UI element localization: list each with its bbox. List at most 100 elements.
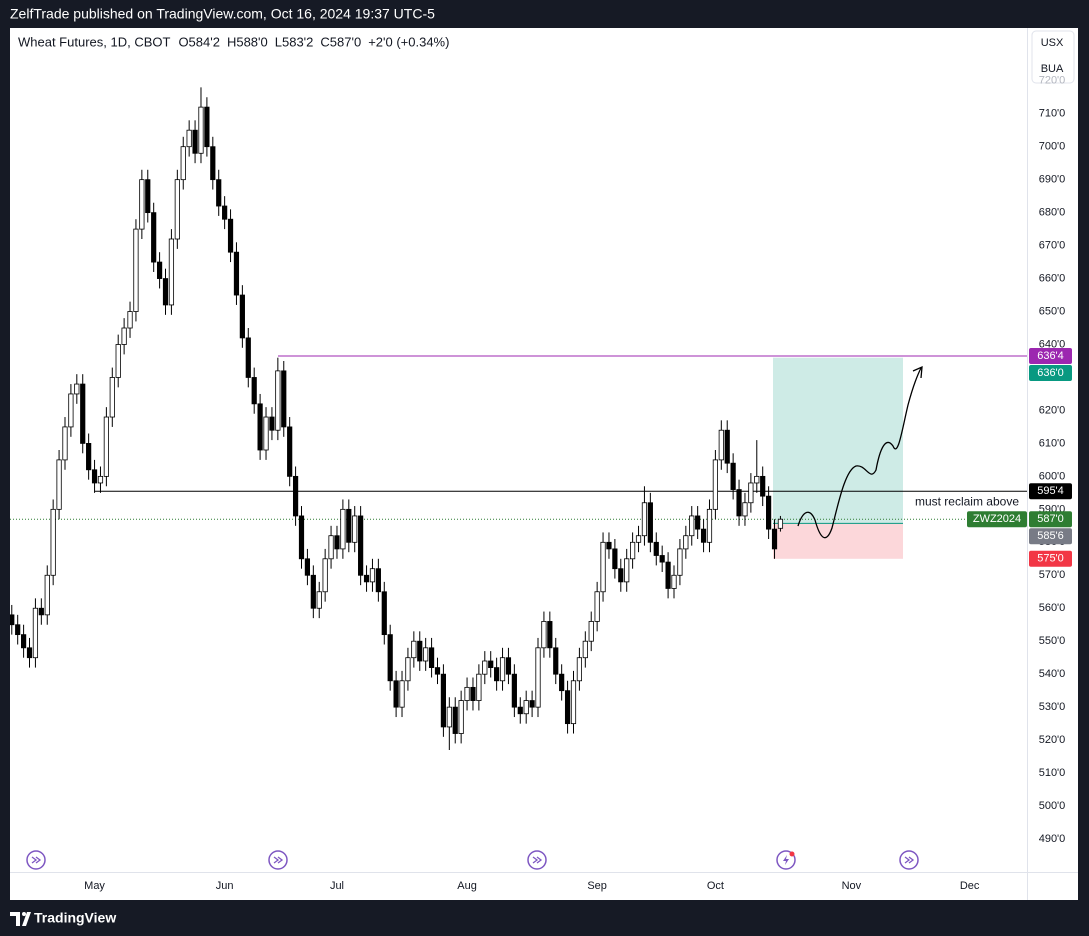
candle-body bbox=[411, 640, 417, 659]
x-tick-label: Aug bbox=[457, 880, 477, 892]
legend-value: L583'2 bbox=[275, 34, 314, 49]
candle-body bbox=[440, 673, 447, 728]
candle-body bbox=[742, 502, 748, 517]
candle-body bbox=[198, 106, 204, 154]
candle-body bbox=[216, 179, 222, 207]
candle-body bbox=[482, 660, 488, 675]
footer-logo bbox=[10, 912, 31, 926]
candle-body bbox=[393, 680, 399, 708]
candle-body bbox=[706, 508, 713, 543]
event-icon[interactable] bbox=[26, 850, 46, 870]
candle-body bbox=[38, 607, 44, 616]
candle-body bbox=[606, 541, 612, 550]
candle-body bbox=[340, 508, 346, 550]
event-icon[interactable] bbox=[899, 850, 919, 870]
candle-body bbox=[624, 558, 630, 583]
event-icons bbox=[26, 850, 919, 870]
candle-body bbox=[777, 518, 784, 529]
price-label: 636'0 bbox=[1037, 367, 1064, 379]
candle-body bbox=[363, 574, 370, 583]
header: ZelfTrade published on TradingView.com, … bbox=[10, 6, 435, 22]
candle-body bbox=[263, 416, 269, 451]
candle-body bbox=[559, 673, 565, 692]
price-label-box bbox=[1029, 550, 1072, 567]
candle-body bbox=[730, 462, 736, 490]
x-tick-label: Dec bbox=[960, 880, 980, 892]
candle-body bbox=[541, 621, 547, 649]
legend-value: C587'0 bbox=[320, 34, 361, 49]
candle-body bbox=[74, 383, 80, 395]
symbol-tag: ZWZ2024 bbox=[973, 513, 1021, 525]
candle-body bbox=[251, 377, 257, 405]
price-label: 595'4 bbox=[1037, 485, 1064, 497]
event-icon[interactable] bbox=[268, 850, 288, 870]
overlay bbox=[797, 365, 923, 539]
candle-body bbox=[464, 686, 470, 701]
toolbar-box bbox=[1031, 30, 1075, 84]
candle-body bbox=[133, 228, 139, 312]
candle-body bbox=[553, 647, 559, 675]
legend-value: H588'0 bbox=[227, 34, 268, 49]
price-label-box bbox=[1029, 528, 1072, 545]
candle-body bbox=[754, 475, 760, 484]
candle-body bbox=[20, 634, 27, 649]
logo-dot bbox=[22, 912, 26, 916]
candle-body bbox=[174, 179, 180, 240]
candle-body bbox=[375, 568, 381, 593]
candle-body bbox=[523, 700, 529, 715]
y-tick-label: 720'0 bbox=[1039, 75, 1066, 87]
candle-body bbox=[760, 475, 766, 497]
candle-body bbox=[26, 647, 33, 659]
event-icon[interactable] bbox=[527, 850, 547, 870]
unit-button[interactable]: BUA bbox=[1041, 63, 1064, 75]
price-label-box bbox=[1029, 483, 1072, 500]
candle-body bbox=[10, 614, 15, 626]
y-tick-label: 620'0 bbox=[1039, 404, 1066, 416]
candle-body bbox=[369, 568, 376, 583]
candle-body bbox=[641, 502, 648, 537]
legend-value: +2'0 (+0.34%) bbox=[368, 34, 449, 49]
candle-body bbox=[517, 706, 523, 715]
candle-body bbox=[44, 574, 50, 616]
x-tick-label: Oct bbox=[707, 880, 724, 892]
currency-button[interactable]: USX bbox=[1041, 37, 1064, 49]
candle-body bbox=[304, 558, 311, 576]
candle-body bbox=[600, 541, 606, 593]
symbol-tag-box bbox=[967, 511, 1027, 528]
candle-body bbox=[659, 555, 665, 563]
candle-body bbox=[748, 482, 754, 504]
candle-body bbox=[405, 657, 411, 682]
candle-body bbox=[32, 607, 39, 659]
projection-sketch bbox=[797, 367, 922, 539]
y-tick-label: 710'0 bbox=[1039, 108, 1066, 120]
y-tick-label: 700'0 bbox=[1039, 141, 1066, 153]
candle-body bbox=[316, 591, 322, 609]
candle-body bbox=[192, 129, 198, 154]
candle-body bbox=[564, 690, 571, 725]
price-label: 585'6 bbox=[1037, 530, 1064, 542]
y-tick-label: 670'0 bbox=[1039, 240, 1066, 252]
candle-body bbox=[292, 475, 299, 517]
candle-body bbox=[488, 660, 494, 668]
candle-body bbox=[588, 621, 594, 642]
candle-body bbox=[724, 429, 730, 464]
candle-body bbox=[700, 528, 707, 543]
candle-body bbox=[56, 459, 62, 510]
price-label-box bbox=[1029, 348, 1072, 365]
candle-body bbox=[145, 179, 151, 214]
y-tick-label: 690'0 bbox=[1039, 174, 1066, 186]
price-label-box bbox=[1029, 365, 1072, 382]
candle-body bbox=[115, 344, 121, 378]
candle-body bbox=[204, 106, 210, 148]
chart-panel bbox=[10, 28, 1078, 900]
event-icon[interactable] bbox=[776, 850, 796, 870]
candle-body bbox=[162, 278, 169, 306]
candle-body bbox=[547, 621, 553, 649]
candle-body bbox=[630, 541, 636, 560]
candle-body bbox=[62, 426, 68, 461]
candle-body bbox=[535, 647, 541, 708]
footer-brand: TradingView bbox=[34, 910, 116, 926]
candle-body bbox=[68, 393, 74, 428]
candle-body bbox=[91, 469, 98, 484]
candle-body bbox=[470, 686, 476, 701]
